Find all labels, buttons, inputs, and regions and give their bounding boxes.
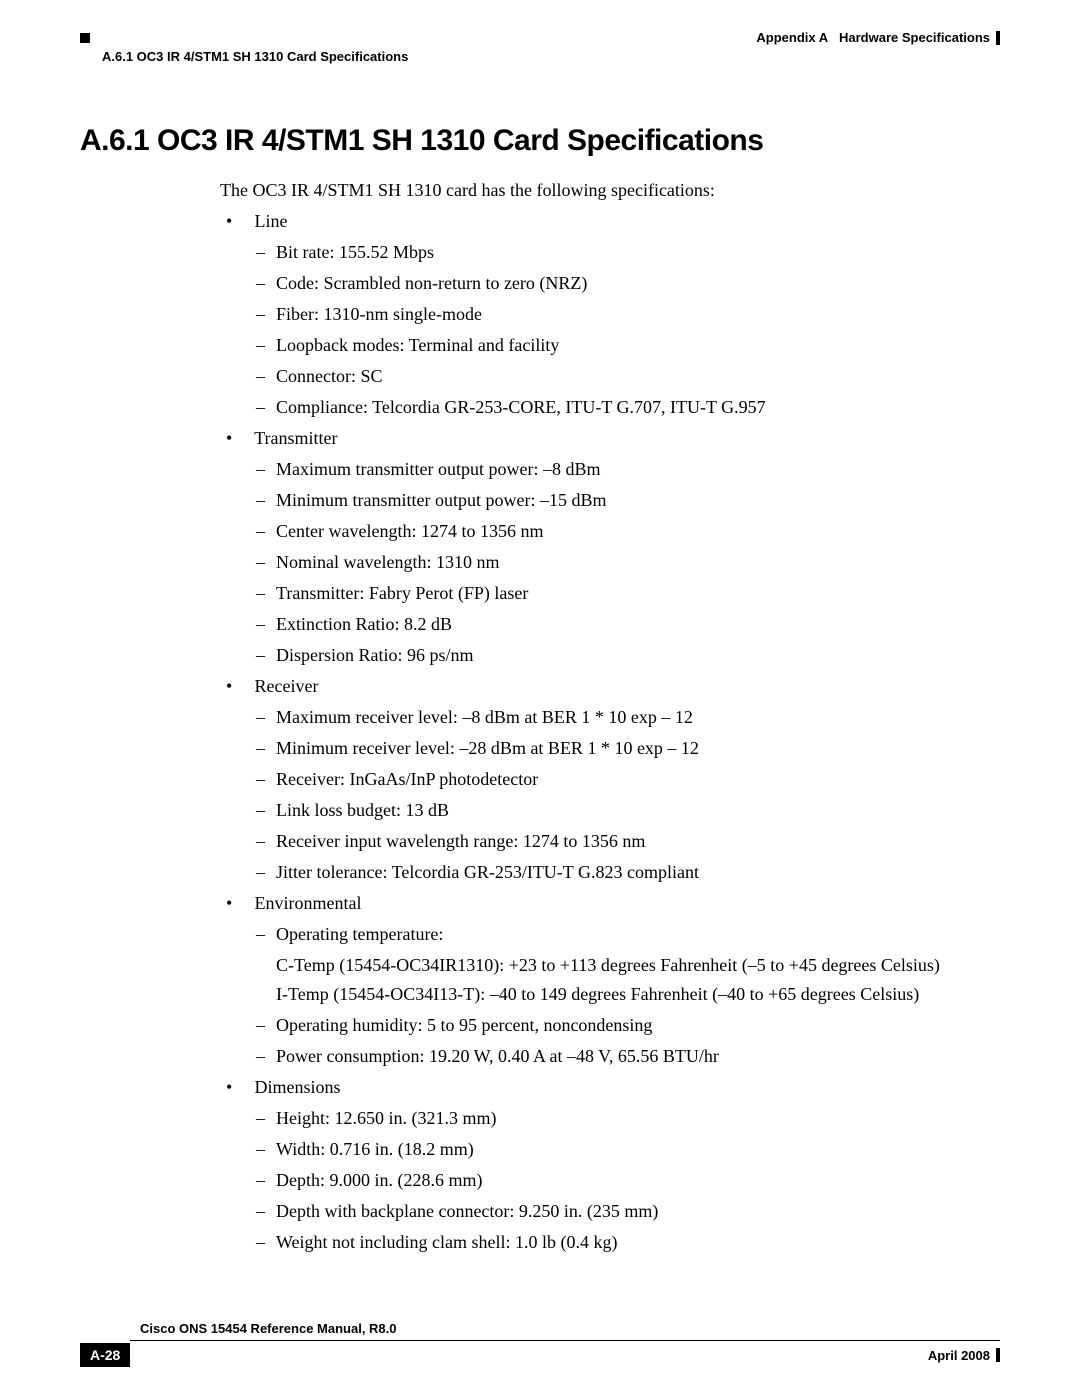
spec-item: Weight not including clam shell: 1.0 lb … — [256, 1232, 1000, 1253]
spec-sublist: Operating temperature: — [256, 924, 1000, 945]
spec-item: Loopback modes: Terminal and facility — [256, 335, 1000, 356]
spec-group-environmental: Environmental Operating temperature: C-T… — [220, 893, 1000, 1067]
spec-item: Width: 0.716 in. (18.2 mm) — [256, 1139, 1000, 1160]
header-subsection: A.6.1 OC3 IR 4/STM1 SH 1310 Card Specifi… — [102, 49, 1000, 64]
spec-list: Line Bit rate: 155.52 Mbps Code: Scrambl… — [220, 211, 1000, 1253]
spec-group-label: Transmitter — [254, 428, 337, 448]
spec-item: Operating temperature: — [256, 924, 1000, 945]
footer-row: A-28 April 2008 — [80, 1343, 1000, 1367]
header-section-ref — [80, 33, 100, 43]
spec-item: Jitter tolerance: Telcordia GR-253/ITU-T… — [256, 862, 1000, 883]
spec-extra-line: I-Temp (15454-OC34I13-T): –40 to 149 deg… — [276, 984, 1000, 1005]
spec-item: Height: 12.650 in. (321.3 mm) — [256, 1108, 1000, 1129]
spec-group-dimensions: Dimensions Height: 12.650 in. (321.3 mm)… — [220, 1077, 1000, 1253]
spec-group-transmitter: Transmitter Maximum transmitter output p… — [220, 428, 1000, 666]
header-appendix: Appendix A Hardware Specifications — [756, 30, 1000, 45]
header-bar-icon — [996, 31, 1000, 45]
spec-item: Operating humidity: 5 to 95 percent, non… — [256, 1015, 1000, 1036]
square-icon — [80, 33, 90, 43]
spec-sublist: Operating humidity: 5 to 95 percent, non… — [256, 1015, 1000, 1067]
spec-item: Minimum receiver level: –28 dBm at BER 1… — [256, 738, 1000, 759]
spec-group-line: Line Bit rate: 155.52 Mbps Code: Scrambl… — [220, 211, 1000, 418]
footer-divider — [130, 1340, 1000, 1341]
appendix-label: Appendix A — [756, 30, 828, 45]
spec-group-label: Environmental — [255, 893, 362, 913]
spec-item: Receiver input wavelength range: 1274 to… — [256, 831, 1000, 852]
spec-item: Depth: 9.000 in. (228.6 mm) — [256, 1170, 1000, 1191]
spec-group-label: Dimensions — [255, 1077, 341, 1097]
spec-group-label: Line — [255, 211, 288, 231]
spec-item: Link loss budget: 13 dB — [256, 800, 1000, 821]
intro-text: The OC3 IR 4/STM1 SH 1310 card has the f… — [220, 180, 1000, 201]
spec-item: Code: Scrambled non-return to zero (NRZ) — [256, 273, 1000, 294]
page-footer: Cisco ONS 15454 Reference Manual, R8.0 A… — [80, 1321, 1000, 1367]
page-header: Appendix A Hardware Specifications — [80, 30, 1000, 45]
spec-group-label: Receiver — [255, 676, 319, 696]
spec-item: Connector: SC — [256, 366, 1000, 387]
appendix-title: Hardware Specifications — [839, 30, 990, 45]
spec-sublist: Height: 12.650 in. (321.3 mm) Width: 0.7… — [256, 1108, 1000, 1253]
footer-date-text: April 2008 — [928, 1348, 990, 1363]
spec-sublist: Maximum receiver level: –8 dBm at BER 1 … — [256, 707, 1000, 883]
spec-item: Receiver: InGaAs/InP photodetector — [256, 769, 1000, 790]
spec-item: Extinction Ratio: 8.2 dB — [256, 614, 1000, 635]
page-number-badge: A-28 — [80, 1343, 130, 1367]
spec-item: Dispersion Ratio: 96 ps/nm — [256, 645, 1000, 666]
spec-item: Fiber: 1310-nm single-mode — [256, 304, 1000, 325]
spec-item: Maximum transmitter output power: –8 dBm — [256, 459, 1000, 480]
spec-group-receiver: Receiver Maximum receiver level: –8 dBm … — [220, 676, 1000, 883]
spec-item: Minimum transmitter output power: –15 dB… — [256, 490, 1000, 511]
spec-item: Transmitter: Fabry Perot (FP) laser — [256, 583, 1000, 604]
section-title: A.6.1 OC3 IR 4/STM1 SH 1310 Card Specifi… — [80, 124, 1000, 158]
footer-manual: Cisco ONS 15454 Reference Manual, R8.0 — [140, 1321, 1000, 1336]
spec-item: Compliance: Telcordia GR-253-CORE, ITU-T… — [256, 397, 1000, 418]
footer-bar-icon — [996, 1348, 1000, 1362]
spec-item: Power consumption: 19.20 W, 0.40 A at –4… — [256, 1046, 1000, 1067]
page: Appendix A Hardware Specifications A.6.1… — [0, 0, 1080, 1397]
spec-sublist: Bit rate: 155.52 Mbps Code: Scrambled no… — [256, 242, 1000, 418]
spec-item: Bit rate: 155.52 Mbps — [256, 242, 1000, 263]
spec-extra-line: C-Temp (15454-OC34IR1310): +23 to +113 d… — [276, 955, 1000, 976]
spec-sublist: Maximum transmitter output power: –8 dBm… — [256, 459, 1000, 666]
footer-date: April 2008 — [928, 1348, 1000, 1363]
spec-item: Maximum receiver level: –8 dBm at BER 1 … — [256, 707, 1000, 728]
spec-item: Depth with backplane connector: 9.250 in… — [256, 1201, 1000, 1222]
spec-item: Nominal wavelength: 1310 nm — [256, 552, 1000, 573]
spec-item: Center wavelength: 1274 to 1356 nm — [256, 521, 1000, 542]
